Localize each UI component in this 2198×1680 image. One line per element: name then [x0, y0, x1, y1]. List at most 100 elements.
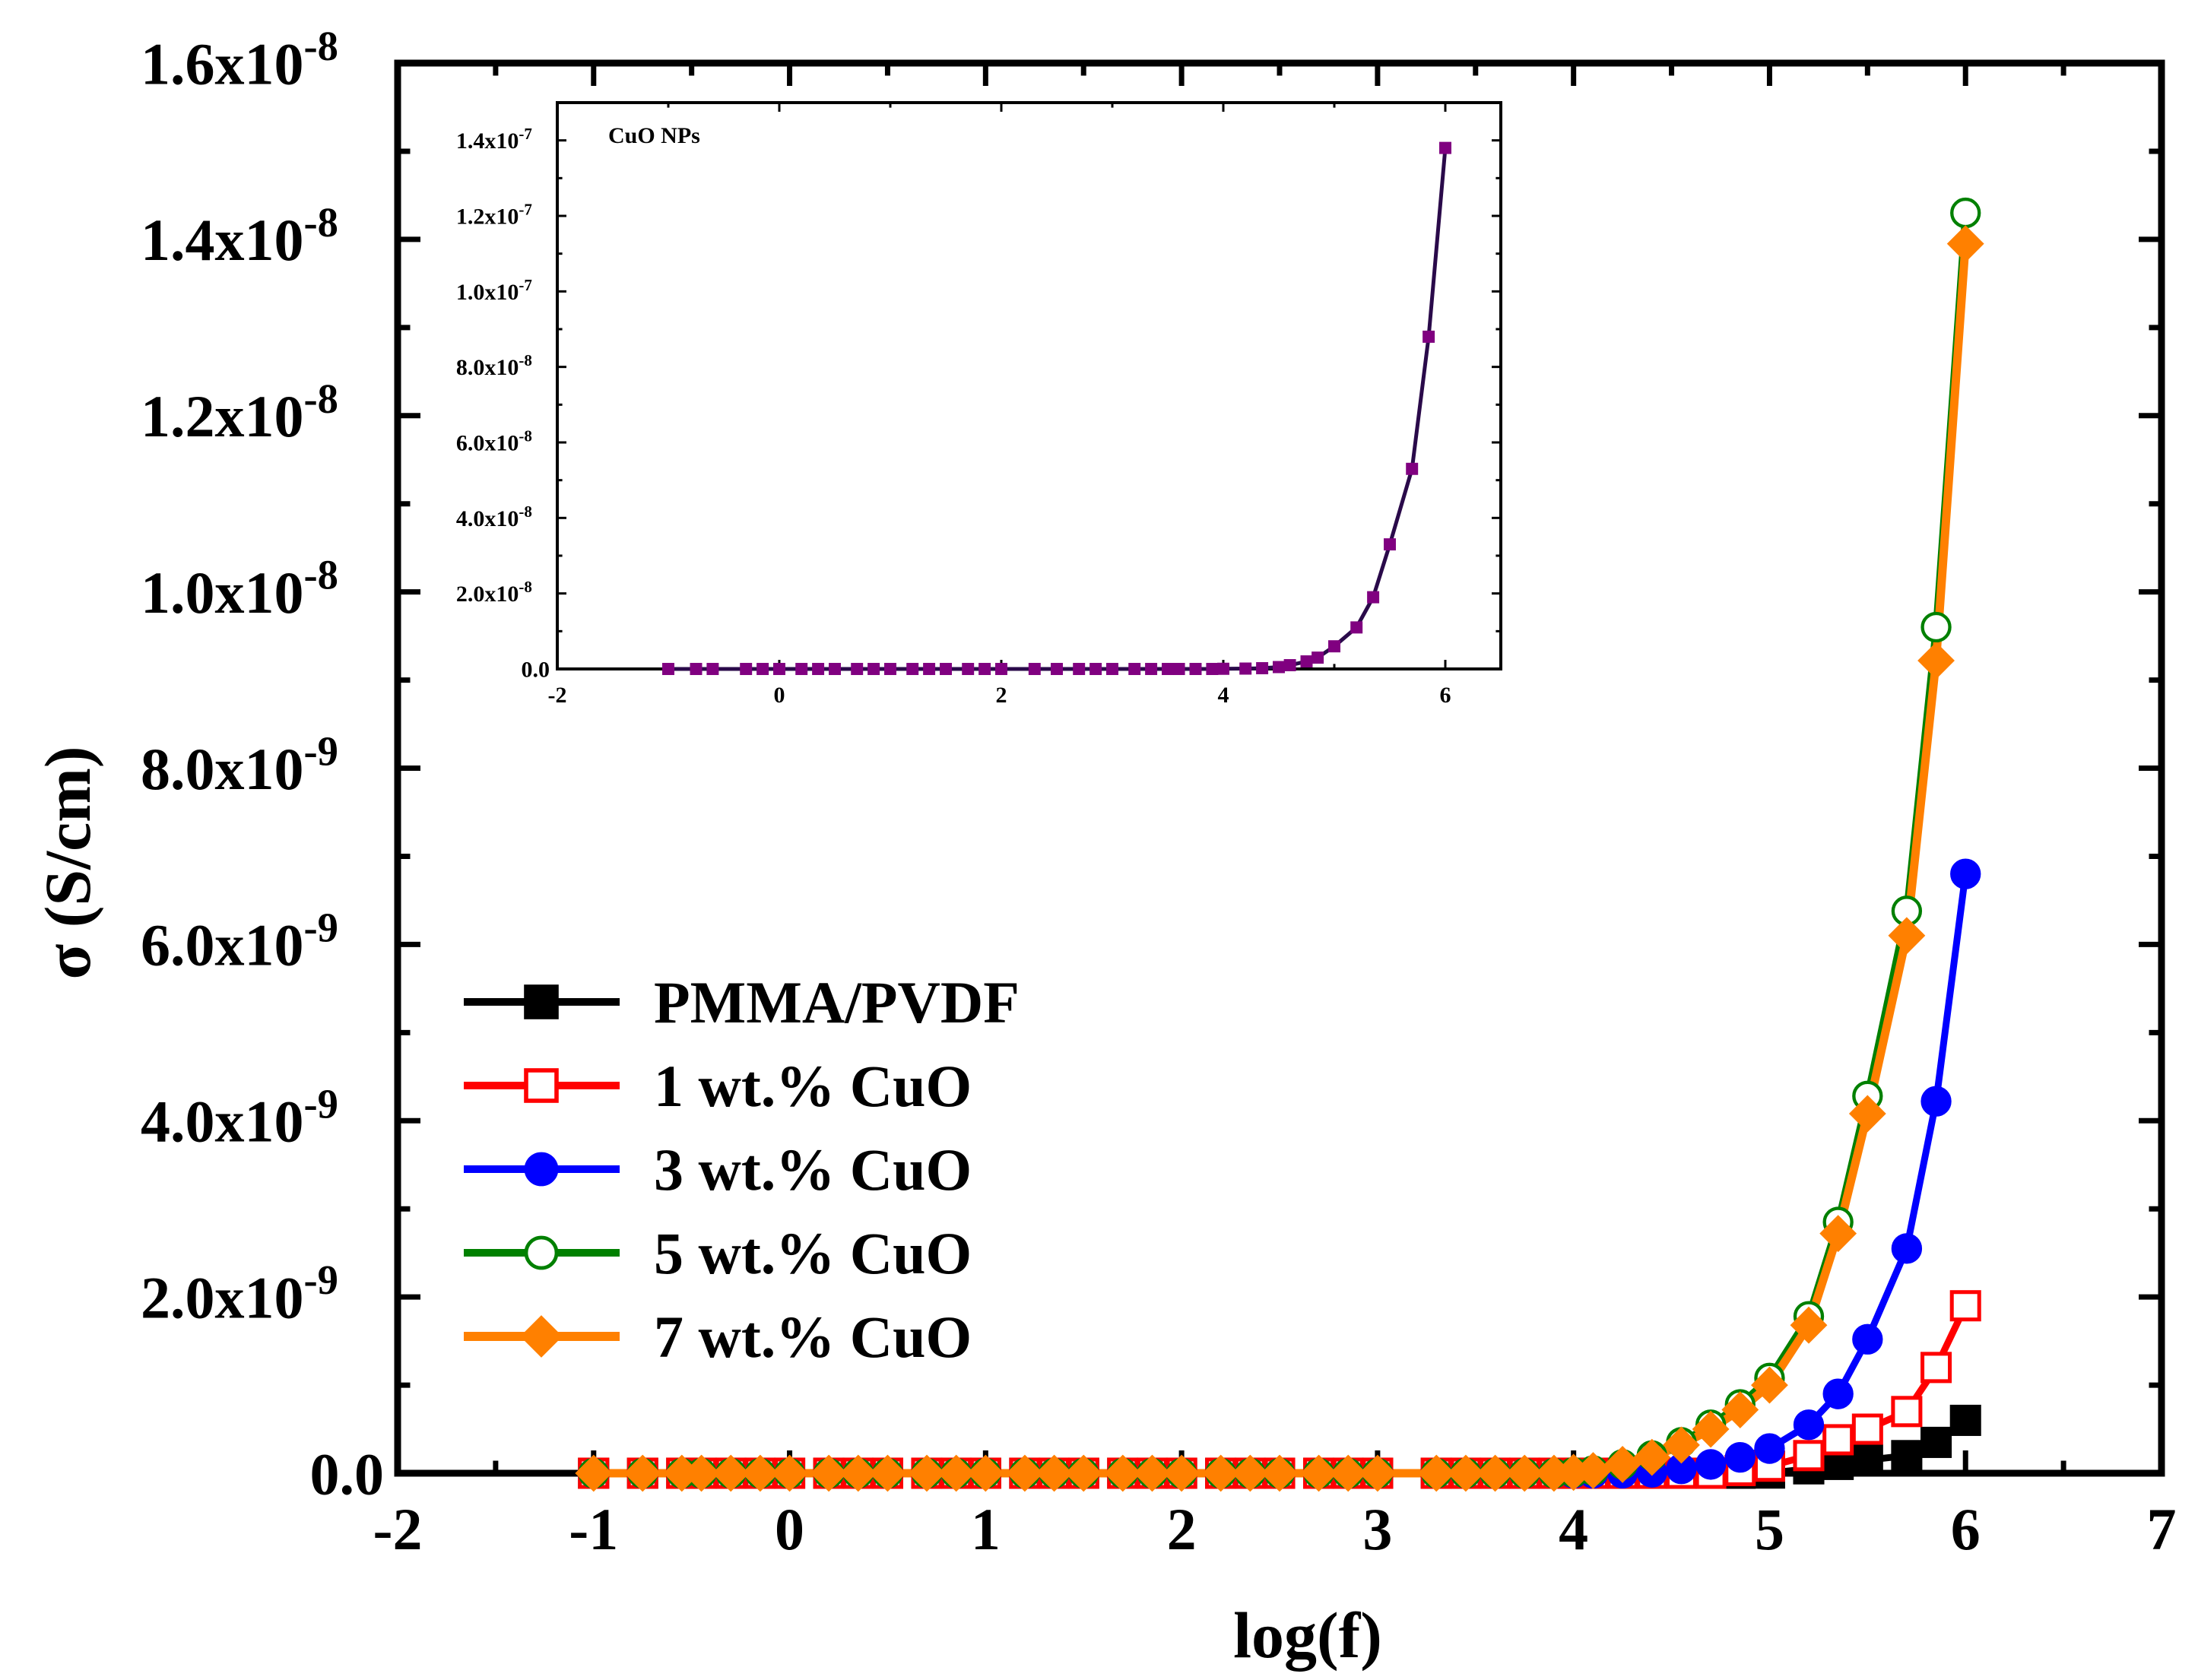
data-point-s5 — [1663, 1426, 1700, 1464]
legend-marker-3 — [524, 1152, 559, 1187]
inset-data-point — [1283, 659, 1296, 672]
inset-y-tick-label: 1.4x10-7 — [456, 125, 532, 154]
inset-plot: -2 0 2 4 60.02.0x10-84.0x10-86.0x10-88.0x10-… — [456, 101, 1502, 708]
x-tick-label: 5 — [1755, 1496, 1784, 1562]
data-point-s5 — [966, 1454, 1004, 1492]
inset-data-point — [1028, 663, 1041, 675]
x-tick-label: -2 — [373, 1496, 423, 1562]
data-point-s5 — [1417, 1454, 1455, 1492]
inset-data-point — [1073, 663, 1086, 675]
data-point-s2 — [1793, 1440, 1825, 1472]
inset-data-point — [756, 663, 769, 675]
legend-label-2: 1 wt.% CuO — [654, 1053, 972, 1119]
inset-x-tick-label: 2 — [996, 683, 1007, 708]
y-tick-label: 2.0x10-9 — [141, 1257, 338, 1330]
inset-x-tick-label: -2 — [548, 683, 567, 708]
y-tick-label: 6.0x10-9 — [141, 904, 338, 978]
data-point-s5 — [771, 1454, 808, 1492]
data-point-s3 — [1695, 1449, 1727, 1480]
data-point-s5 — [1505, 1454, 1543, 1492]
inset-data-point — [1172, 663, 1185, 675]
data-point-s5 — [1036, 1454, 1073, 1492]
data-point-s5 — [1603, 1445, 1641, 1483]
inset-data-point — [1300, 655, 1313, 668]
data-point-s5 — [1917, 642, 1955, 680]
inset-y-tick-label: 2.0x10-8 — [456, 578, 532, 607]
inset-data-point — [884, 663, 896, 675]
legend-marker-4 — [524, 1235, 559, 1270]
inset-data-point — [940, 663, 952, 675]
inset-data-point — [1439, 141, 1451, 154]
data-point-s5 — [1692, 1410, 1730, 1448]
data-point-s5 — [1751, 1366, 1788, 1404]
x-tick-label: -1 — [569, 1496, 618, 1562]
inset-data-point — [1367, 591, 1380, 604]
data-point-s5 — [1447, 1454, 1485, 1492]
inset-data-point — [1089, 663, 1102, 675]
inset-data-point — [1239, 662, 1252, 675]
inset-data-point — [773, 663, 785, 675]
data-point-s5 — [1261, 1454, 1299, 1492]
inset-x-tick-label: 6 — [1440, 683, 1451, 708]
data-point-s5 — [839, 1454, 877, 1492]
x-tick-label: 2 — [1167, 1496, 1197, 1562]
data-point-s5 — [1848, 1095, 1886, 1133]
data-point-s1 — [1851, 1444, 1883, 1476]
data-point-s4 — [1920, 611, 1952, 643]
x-tick-label: 1 — [971, 1496, 1001, 1562]
inset-data-point — [1350, 621, 1363, 634]
inset-data-point — [1145, 663, 1158, 675]
inset-x-tick-label: 0 — [774, 683, 785, 708]
inset-data-point — [1423, 330, 1435, 343]
inset-data-point — [1189, 663, 1202, 675]
y-axis-title: σ (S/cm) — [31, 746, 104, 979]
inset-data-point — [1273, 661, 1285, 674]
inset-data-point — [706, 663, 719, 675]
data-point-s5 — [1633, 1438, 1671, 1476]
legend-label-5: 7 wt.% CuO — [654, 1304, 972, 1370]
y-tick-label: 1.0x10-8 — [141, 552, 338, 626]
data-point-s3 — [1724, 1441, 1756, 1473]
legend-label-4: 5 wt.% CuO — [654, 1220, 972, 1286]
inset-data-point — [867, 663, 880, 675]
x-tick-label: 3 — [1362, 1496, 1392, 1562]
legend-marker-2 — [524, 1068, 559, 1103]
x-tick-label: 6 — [1951, 1496, 1981, 1562]
data-point-s1 — [1891, 1440, 1923, 1472]
data-point-s3 — [1920, 1086, 1952, 1117]
inset-data-point — [851, 663, 864, 675]
data-point-s5 — [869, 1454, 906, 1492]
y-tick-label: 4.0x10-9 — [141, 1080, 338, 1154]
data-point-s5 — [1329, 1454, 1367, 1492]
x-axis-title: log(f) — [1233, 1599, 1382, 1672]
y-tick-label: 1.2x10-8 — [141, 376, 338, 449]
data-point-s5 — [937, 1454, 975, 1492]
inset-data-point — [812, 663, 825, 675]
inset-data-point — [662, 663, 674, 675]
data-point-s5 — [623, 1454, 661, 1492]
data-point-s5 — [1134, 1454, 1171, 1492]
data-point-s5 — [1162, 1454, 1200, 1492]
data-point-s2 — [1822, 1424, 1854, 1456]
data-point-s5 — [575, 1454, 613, 1492]
data-point-s5 — [1790, 1306, 1828, 1344]
data-point-s3 — [1822, 1378, 1854, 1409]
data-point-s5 — [1721, 1391, 1759, 1428]
data-point-s3 — [1793, 1409, 1825, 1441]
data-point-s2 — [1949, 1290, 1981, 1322]
inset-data-point — [1328, 640, 1340, 653]
inset-data-point — [995, 663, 1007, 675]
data-point-s5 — [1819, 1215, 1857, 1253]
data-point-s5 — [1946, 225, 1984, 263]
inset-data-point — [1312, 651, 1324, 664]
data-point-s5 — [1006, 1454, 1044, 1492]
legend-label-3: 3 wt.% CuO — [654, 1136, 972, 1203]
inset-data-point — [923, 663, 936, 675]
data-point-s2 — [1851, 1413, 1883, 1445]
inset-data-point — [1051, 663, 1063, 675]
inset-data-point — [1106, 663, 1118, 675]
y-tick-label: 1.6x10-8 — [141, 23, 338, 97]
inset-data-point — [978, 663, 991, 675]
inset-data-point — [829, 663, 841, 675]
